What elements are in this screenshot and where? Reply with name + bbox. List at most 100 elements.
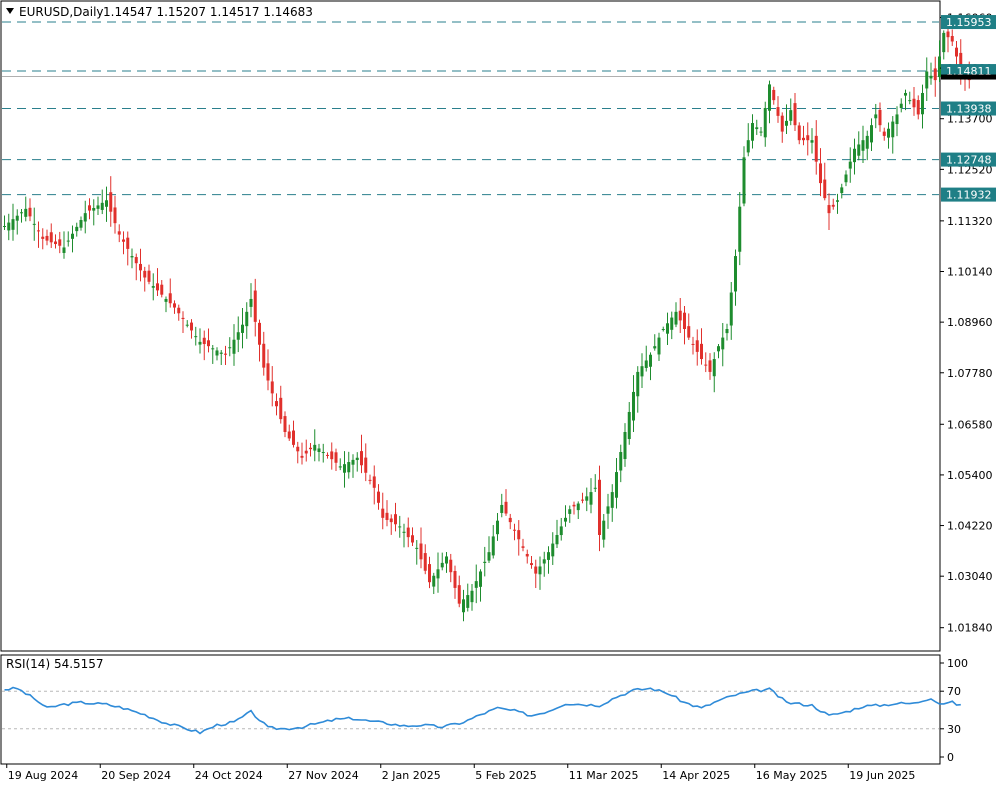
candle-body <box>445 556 448 564</box>
candle-body <box>7 222 11 231</box>
candle-body <box>929 75 933 79</box>
candle-body <box>377 491 380 503</box>
price-tick-label: 1.11320 <box>947 215 993 228</box>
rsi-title: RSI(14) 54.5157 <box>6 657 104 671</box>
candle-body <box>228 347 232 349</box>
level-badge-label: 1.11932 <box>946 189 992 202</box>
candle-body <box>245 311 249 327</box>
candle-body <box>62 247 66 253</box>
candle-body <box>899 103 903 109</box>
candle-body <box>211 348 215 350</box>
candle-body <box>632 391 635 421</box>
candle-body <box>83 213 87 222</box>
candle-body <box>164 298 168 302</box>
candle-body <box>513 529 516 531</box>
price-tick-label: 1.07780 <box>947 367 993 380</box>
candle-body <box>861 140 865 151</box>
level-badge[interactable] <box>941 152 996 167</box>
candle-body <box>819 163 822 184</box>
level-badge[interactable] <box>941 101 996 116</box>
candle-body <box>874 114 878 119</box>
candle-body <box>338 466 342 468</box>
candle-body <box>955 47 958 57</box>
candle-body <box>300 455 304 458</box>
candle-body <box>364 457 368 473</box>
candle-body <box>572 504 576 507</box>
candle-body <box>351 459 355 465</box>
candle-body <box>763 107 767 138</box>
candle-body <box>568 509 572 514</box>
candle-body <box>487 552 491 561</box>
candle-body <box>156 283 159 291</box>
time-tick-label: 19 Aug 2024 <box>8 769 78 782</box>
candle-body <box>283 416 287 432</box>
candle-body <box>814 135 818 162</box>
candle-body <box>54 241 57 245</box>
level-badge[interactable] <box>941 15 996 30</box>
candle-body <box>615 472 618 498</box>
time-tick-label: 27 Nov 2024 <box>288 769 358 782</box>
candle-body <box>683 312 686 330</box>
candle-body <box>950 35 954 42</box>
candle-body <box>37 230 40 232</box>
candle-body <box>270 381 274 394</box>
rsi-tick-label: 70 <box>947 685 961 698</box>
candle-body <box>772 89 776 101</box>
candle-body <box>326 454 329 456</box>
candle-body <box>224 353 227 355</box>
time-tick-label: 2 Jan 2025 <box>382 769 441 782</box>
candle-body <box>691 343 695 345</box>
candle-body <box>704 364 708 366</box>
candle-body <box>589 492 593 505</box>
candle-body <box>423 553 427 571</box>
candle-body <box>198 341 202 345</box>
candle-body <box>602 520 606 540</box>
candle-body <box>113 207 117 224</box>
horizontal-levels-layer <box>2 21 939 196</box>
candle-body <box>143 270 147 278</box>
candle-body <box>759 131 763 133</box>
candle-body <box>428 564 431 583</box>
candle-body <box>729 292 733 326</box>
time-tick-label: 20 Sep 2024 <box>101 769 171 782</box>
candle-body <box>780 115 784 132</box>
candle-body <box>453 570 457 588</box>
candle-body <box>857 144 861 156</box>
candle-body <box>372 476 376 488</box>
rsi-tick-label: 30 <box>947 723 961 736</box>
candle-body <box>678 310 682 321</box>
candle-body <box>173 303 176 308</box>
candle-body <box>585 496 589 501</box>
candle-body <box>942 32 946 53</box>
candle-body <box>738 206 742 252</box>
level-badge-label: 1.13938 <box>946 103 992 116</box>
candle-body <box>304 450 308 454</box>
candle-body <box>287 431 291 439</box>
candle-body <box>836 200 839 202</box>
candle-body <box>415 547 419 549</box>
candle-body <box>360 451 363 466</box>
candle-body <box>547 552 550 560</box>
candle-body <box>870 125 873 143</box>
price-tick-label: 1.06580 <box>947 418 993 431</box>
candle-body <box>313 444 317 451</box>
candle-body <box>28 207 32 217</box>
time-tick-label: 16 May 2025 <box>756 769 828 782</box>
price-pane[interactable] <box>0 0 941 652</box>
candle-body <box>402 531 406 533</box>
candle-body <box>827 205 831 214</box>
candle-body <box>751 123 754 141</box>
candle-body <box>933 68 937 81</box>
dropdown-triangle-icon[interactable] <box>6 8 14 14</box>
rsi-pane[interactable] <box>0 654 941 765</box>
level-badge[interactable] <box>941 187 996 202</box>
candle-body <box>168 293 172 304</box>
candle-body <box>912 98 916 108</box>
candle-body <box>436 569 440 579</box>
candle-body <box>640 366 644 377</box>
candle-body <box>598 479 601 535</box>
candle-body <box>559 526 563 536</box>
candle-body <box>185 324 189 326</box>
time-axis: 19 Aug 2024 20 Sep 2024 24 Oct 2024 27 Nov … <box>1 763 940 782</box>
